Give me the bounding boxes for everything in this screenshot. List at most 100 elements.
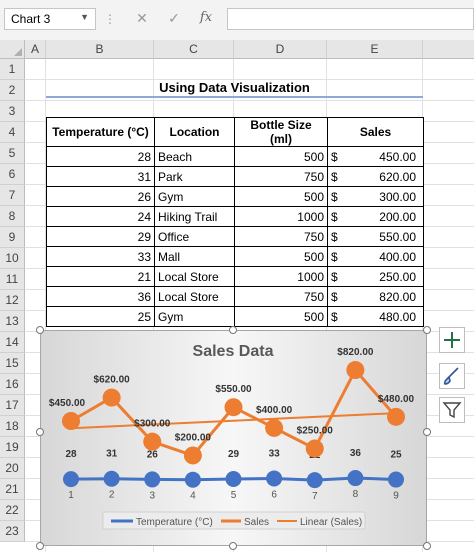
cell-temperature[interactable]: 29: [46, 226, 155, 247]
currency-symbol: $: [331, 189, 338, 204]
cell-sales[interactable]: $550.00: [327, 226, 424, 247]
cell-temperature[interactable]: 24: [46, 206, 155, 227]
column-header-b[interactable]: B: [46, 40, 154, 59]
header-bottle-size[interactable]: Bottle Size (ml): [234, 117, 328, 147]
add-chart-element-button[interactable]: [439, 327, 465, 353]
resize-handle[interactable]: [229, 326, 237, 334]
resize-handle[interactable]: [36, 428, 44, 436]
row-header[interactable]: 18: [0, 416, 25, 437]
cell-sales[interactable]: $250.00: [327, 266, 424, 287]
cell-temperature[interactable]: 21: [46, 266, 155, 287]
chevron-down-icon[interactable]: ▼: [80, 12, 89, 22]
table-row: 26 Gym 500 $300.00: [46, 186, 424, 207]
header-location[interactable]: Location: [154, 117, 235, 147]
filter-icon: [442, 402, 462, 419]
cell-bottle-size[interactable]: 500: [234, 306, 328, 327]
cell-bottle-size[interactable]: 500: [234, 246, 328, 267]
sales-amount: 250.00: [379, 269, 416, 284]
cell-sales[interactable]: $820.00: [327, 286, 424, 307]
row-header[interactable]: 23: [0, 521, 25, 542]
chart[interactable]: Sales Data281312263244295336217368259$45…: [40, 330, 427, 546]
resize-handle[interactable]: [36, 542, 44, 550]
cell-location[interactable]: Gym: [154, 306, 235, 327]
select-all-corner[interactable]: [0, 40, 25, 59]
cell-location[interactable]: Park: [154, 166, 235, 187]
row-header[interactable]: 4: [0, 122, 25, 143]
cell-sales[interactable]: $450.00: [327, 146, 424, 167]
row-header[interactable]: 3: [0, 101, 25, 122]
cell-temperature[interactable]: 28: [46, 146, 155, 167]
cancel-icon[interactable]: ✕: [136, 10, 148, 26]
cell-temperature[interactable]: 31: [46, 166, 155, 187]
row-header[interactable]: 16: [0, 374, 25, 395]
insert-function-icon[interactable]: fx: [199, 10, 213, 25]
row-header[interactable]: 10: [0, 248, 25, 269]
cell-location[interactable]: Gym: [154, 186, 235, 207]
name-box[interactable]: Chart 3 ▼: [4, 8, 96, 30]
cell-temperature[interactable]: 36: [46, 286, 155, 307]
chart-styles-button[interactable]: [439, 363, 465, 389]
table-row: 21 Local Store 1000 $250.00: [46, 266, 424, 287]
cell-temperature[interactable]: 26: [46, 186, 155, 207]
resize-handle[interactable]: [229, 542, 237, 550]
row-header[interactable]: 13: [0, 311, 25, 332]
row-header[interactable]: 6: [0, 164, 25, 185]
resize-handle[interactable]: [36, 326, 44, 334]
row-header[interactable]: 14: [0, 332, 25, 353]
chart-filters-button[interactable]: [439, 397, 465, 423]
row-header[interactable]: 8: [0, 206, 25, 227]
header-sales[interactable]: Sales: [327, 117, 424, 147]
resize-handle[interactable]: [423, 428, 431, 436]
cell-bottle-size[interactable]: 750: [234, 286, 328, 307]
formula-input[interactable]: [227, 8, 474, 30]
table-row: 31 Park 750 $620.00: [46, 166, 424, 187]
cell-temperature[interactable]: 33: [46, 246, 155, 267]
cell-sales[interactable]: $300.00: [327, 186, 424, 207]
cell-location[interactable]: Local Store: [154, 266, 235, 287]
resize-handle[interactable]: [423, 326, 431, 334]
cell-bottle-size[interactable]: 1000: [234, 206, 328, 227]
cell-temperature[interactable]: 25: [46, 306, 155, 327]
cell-location[interactable]: Office: [154, 226, 235, 247]
cell-sales[interactable]: $200.00: [327, 206, 424, 227]
row-header[interactable]: 22: [0, 500, 25, 521]
row-header[interactable]: 19: [0, 437, 25, 458]
cell-bottle-size[interactable]: 750: [234, 226, 328, 247]
x-tick-label: 4: [190, 491, 196, 502]
cell-sales[interactable]: $480.00: [327, 306, 424, 327]
temperature-data-label: 36: [350, 448, 362, 459]
row-header[interactable]: 15: [0, 353, 25, 374]
drag-handle-icon[interactable]: ⋮: [104, 12, 117, 26]
row-header[interactable]: 12: [0, 290, 25, 311]
row-header[interactable]: 9: [0, 227, 25, 248]
temperature-data-label: 28: [65, 449, 77, 460]
row-header[interactable]: 20: [0, 458, 25, 479]
cell-bottle-size[interactable]: 750: [234, 166, 328, 187]
row-header[interactable]: 17: [0, 395, 25, 416]
column-header-f[interactable]: [423, 40, 474, 59]
cell-location[interactable]: Local Store: [154, 286, 235, 307]
cell-location[interactable]: Mall: [154, 246, 235, 267]
row-header[interactable]: 1: [0, 59, 25, 80]
column-header-d[interactable]: D: [234, 40, 327, 59]
cell-location[interactable]: Beach: [154, 146, 235, 167]
cell-bottle-size[interactable]: 1000: [234, 266, 328, 287]
cell-bottle-size[interactable]: 500: [234, 146, 328, 167]
cell-location[interactable]: Hiking Trail: [154, 206, 235, 227]
column-header-a[interactable]: A: [25, 40, 46, 59]
row-header[interactable]: 7: [0, 185, 25, 206]
sales-data-label: $300.00: [134, 419, 171, 430]
row-header[interactable]: 11: [0, 269, 25, 290]
column-header-c[interactable]: C: [154, 40, 234, 59]
cell-sales[interactable]: $620.00: [327, 166, 424, 187]
cell-bottle-size[interactable]: 500: [234, 186, 328, 207]
cell-sales[interactable]: $400.00: [327, 246, 424, 267]
formula-bar: Chart 3 ▼ ⋮ ✕ ✓ fx: [0, 0, 474, 41]
column-header-e[interactable]: E: [327, 40, 423, 59]
row-header[interactable]: 21: [0, 479, 25, 500]
enter-icon[interactable]: ✓: [168, 10, 180, 26]
header-temperature[interactable]: Temperature (°C): [46, 117, 155, 147]
row-header[interactable]: 5: [0, 143, 25, 164]
resize-handle[interactable]: [423, 542, 431, 550]
row-header[interactable]: 2: [0, 80, 25, 101]
